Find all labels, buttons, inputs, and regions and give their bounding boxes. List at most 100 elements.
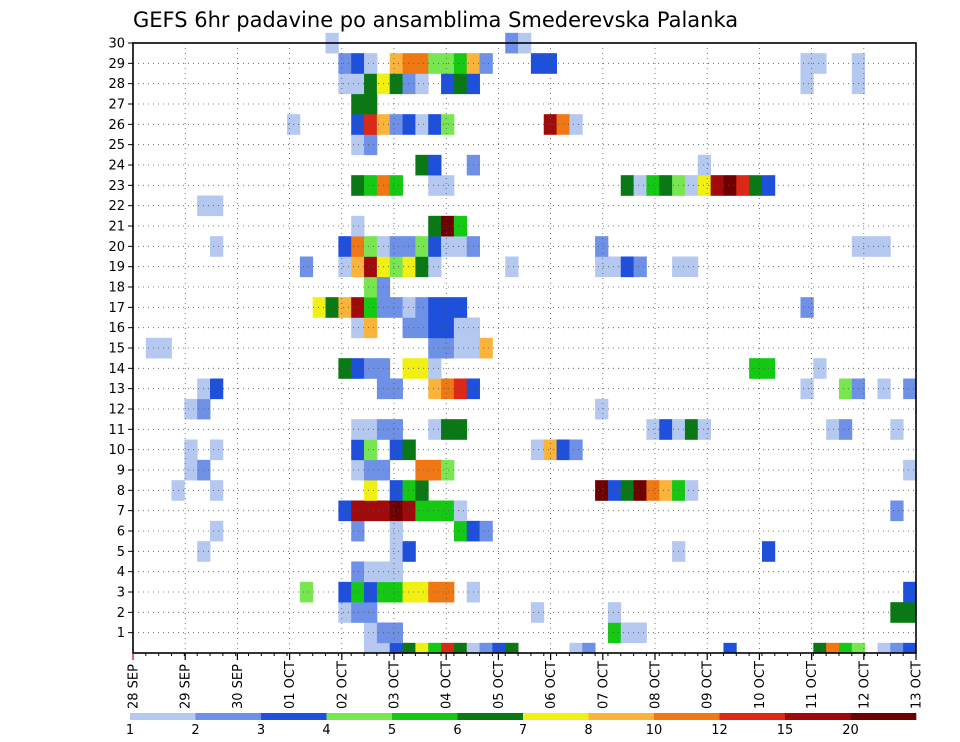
legend-swatch xyxy=(261,713,327,720)
precip-cell xyxy=(890,500,904,522)
precip-cell xyxy=(364,53,378,74)
precip-cell xyxy=(607,256,622,278)
legend-label: 3 xyxy=(257,723,265,738)
precip-cell xyxy=(633,256,647,278)
precip-cell xyxy=(800,297,814,318)
legend-swatch xyxy=(457,713,524,720)
x-tick-label: 05 OCT xyxy=(492,661,507,709)
precip-cell xyxy=(364,561,378,583)
x-tick-label: 01 OCT xyxy=(283,661,298,709)
cells-layer xyxy=(145,32,917,654)
precip-cell xyxy=(813,642,827,654)
precip-cell xyxy=(505,256,519,278)
precip-cell xyxy=(402,541,416,562)
precip-cell xyxy=(877,378,891,400)
y-tick-label: 26 xyxy=(108,118,125,133)
precip-cell xyxy=(364,459,378,481)
y-tick-label: 9 xyxy=(117,464,125,479)
y-tick-label: 18 xyxy=(108,281,125,296)
precip-cell xyxy=(428,419,442,440)
precip-cell xyxy=(389,642,403,654)
precip-cell xyxy=(428,154,442,176)
precip-cell xyxy=(441,459,455,481)
legend-swatch xyxy=(785,713,851,720)
precip-cell xyxy=(466,642,480,654)
precip-cell xyxy=(620,622,635,644)
y-tick-label: 7 xyxy=(117,504,125,519)
y-tick-label: 22 xyxy=(108,199,125,214)
precip-cell xyxy=(364,297,378,318)
precip-cell xyxy=(595,236,609,257)
precip-cell xyxy=(749,358,763,379)
precip-cell xyxy=(543,439,557,461)
precip-cell xyxy=(684,419,699,440)
precip-cell xyxy=(684,256,699,278)
precip-cell xyxy=(569,642,583,654)
legend-swatch xyxy=(523,713,589,720)
precip-cell xyxy=(428,500,442,522)
legend-swatch xyxy=(654,713,720,720)
precip-cell xyxy=(389,439,403,461)
precip-cell xyxy=(338,236,352,257)
precip-cell xyxy=(351,602,365,623)
precip-cell xyxy=(402,358,416,379)
precip-cell xyxy=(697,175,712,196)
precip-cell xyxy=(428,175,442,196)
y-tick-label: 25 xyxy=(108,138,125,153)
precip-cell xyxy=(351,581,365,603)
precip-cell xyxy=(351,439,365,461)
precip-cell xyxy=(441,500,455,522)
precip-cell xyxy=(428,337,442,359)
precip-cell xyxy=(813,53,827,74)
precip-cell xyxy=(479,642,493,654)
precip-cell xyxy=(428,459,442,481)
precip-cell xyxy=(364,500,378,522)
precip-cell xyxy=(851,642,866,654)
precip-cell xyxy=(441,297,455,318)
x-tick-label: 02 OCT xyxy=(335,661,350,709)
precip-cell xyxy=(530,602,545,623)
precip-cell xyxy=(402,581,416,603)
precip-cell xyxy=(389,53,403,74)
precip-cell xyxy=(351,500,365,522)
legend-label: 10 xyxy=(646,723,663,738)
precip-cell xyxy=(415,256,429,278)
y-tick-label: 17 xyxy=(108,301,125,316)
precip-cell xyxy=(364,317,378,339)
precip-cell xyxy=(351,297,365,318)
precip-cell xyxy=(736,175,750,196)
precip-cell xyxy=(415,114,429,135)
precip-cell xyxy=(364,439,378,461)
precip-cell xyxy=(389,256,403,278)
precip-cell xyxy=(800,73,814,95)
precip-cell xyxy=(402,256,416,278)
precip-cell xyxy=(351,175,365,196)
precip-cell xyxy=(877,642,891,654)
precip-cell xyxy=(351,53,365,74)
legend-label: 6 xyxy=(453,723,461,738)
x-axis: 28 SEP 29 SEP 30 SEP 01 OCT 02 OCT 03 OCT 04 O… xyxy=(127,653,925,709)
precip-cell xyxy=(595,398,609,420)
precip-cell xyxy=(145,337,160,359)
precip-cell xyxy=(364,134,378,156)
precip-cell xyxy=(582,642,596,654)
precip-cell xyxy=(415,459,429,481)
precip-cell xyxy=(389,114,403,135)
precip-cell xyxy=(838,419,853,440)
y-tick-label: 15 xyxy=(108,342,125,357)
y-tick-label: 11 xyxy=(108,423,125,438)
x-tick-label: 12 OCT xyxy=(857,661,872,709)
precip-cell xyxy=(684,175,699,196)
precip-cell xyxy=(415,581,429,603)
precip-cell xyxy=(903,459,917,481)
precip-cell xyxy=(595,480,609,501)
precip-cell xyxy=(441,581,455,603)
precip-cell xyxy=(351,236,365,257)
precip-cell xyxy=(441,73,455,95)
y-tick-label: 10 xyxy=(108,443,125,458)
precip-cell xyxy=(389,541,403,562)
precip-cell xyxy=(364,93,378,115)
y-tick-label: 24 xyxy=(108,159,125,174)
precip-cell xyxy=(428,215,442,237)
